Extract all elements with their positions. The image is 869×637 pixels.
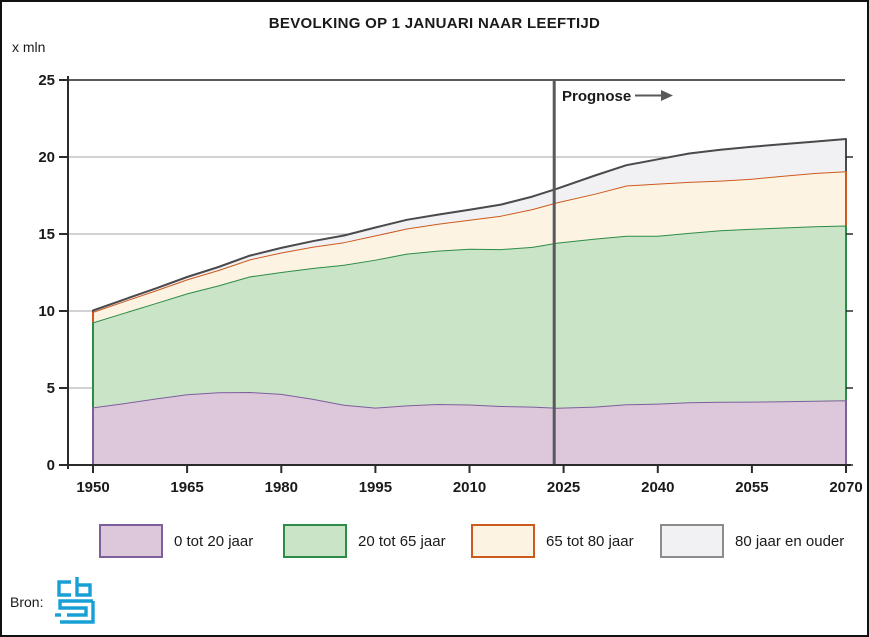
legend-item-65-tot-80: 65 tot 80 jaar <box>471 524 634 558</box>
svg-text:15: 15 <box>38 226 55 243</box>
svg-text:5: 5 <box>47 380 55 397</box>
y-axis: 0 5 10 15 20 25 <box>38 72 69 474</box>
svg-text:10: 10 <box>38 303 55 320</box>
svg-text:1965: 1965 <box>170 479 203 496</box>
y-axis-unit-label: x mln <box>12 39 46 55</box>
svg-text:25: 25 <box>38 72 55 89</box>
source-label: Bron: <box>10 594 44 610</box>
legend-swatch-icon <box>660 524 724 558</box>
legend-item-label: 80 jaar en ouder <box>735 532 845 550</box>
svg-text:1950: 1950 <box>76 479 109 496</box>
svg-text:1995: 1995 <box>359 479 392 496</box>
legend-swatch-icon <box>99 524 163 558</box>
right-arrow-icon <box>635 90 673 101</box>
svg-text:2040: 2040 <box>641 479 674 496</box>
cbs-logo <box>55 577 95 624</box>
legend-item-20-tot-65: 20 tot 65 jaar <box>283 524 446 558</box>
area-series <box>92 138 847 465</box>
svg-text:20: 20 <box>38 149 55 166</box>
legend-swatch-icon <box>283 524 347 558</box>
legend-swatch-icon <box>471 524 535 558</box>
legend-item-label: 20 tot 65 jaar <box>358 532 446 550</box>
svg-text:2025: 2025 <box>547 479 580 496</box>
x-axis: 1950 1965 1980 1995 2010 2025 2040 2055 2070 <box>59 464 863 496</box>
legend-item-label: 65 tot 80 jaar <box>546 532 634 550</box>
legend-item-80-en-ouder: 80 jaar en ouder <box>660 524 844 558</box>
svg-text:1980: 1980 <box>265 479 298 496</box>
legend-item-0-tot-20: 0 tot 20 jaar <box>99 524 253 558</box>
svg-text:2010: 2010 <box>453 479 486 496</box>
prognose-annotation: Prognose <box>562 88 673 105</box>
svg-text:0: 0 <box>47 457 55 474</box>
svg-text:Prognose: Prognose <box>562 88 631 105</box>
legend-item-label: 0 tot 20 jaar <box>174 532 254 550</box>
right-edge-ticks <box>846 156 853 466</box>
svg-text:2055: 2055 <box>735 479 768 496</box>
chart-title: BEVOLKING OP 1 JANUARI NAAR LEEFTIJD <box>268 15 601 32</box>
svg-text:2070: 2070 <box>829 479 862 496</box>
